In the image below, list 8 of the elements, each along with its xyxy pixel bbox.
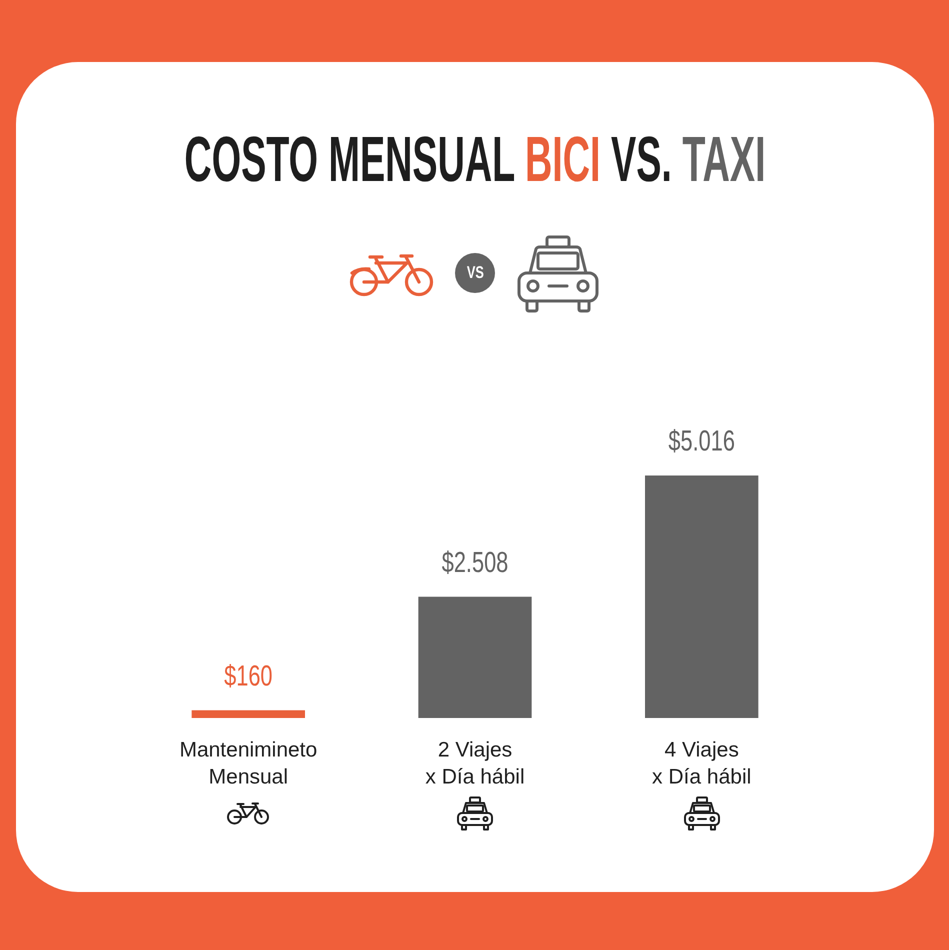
x-tick-label: 4 Viajes x Día hábil [652,738,752,789]
chart-title: COSTO MENSUAL BICI VS. TAXI [184,123,766,195]
text: VS [466,263,484,283]
data-label: $5.016 [668,426,735,458]
data-label: $160 [224,660,273,692]
x-tick-label: 2 Viajes x Día hábil [425,738,525,789]
data-label: $2.508 [442,546,508,579]
x-tick-label: Mantenimineto Mensual [179,738,318,789]
